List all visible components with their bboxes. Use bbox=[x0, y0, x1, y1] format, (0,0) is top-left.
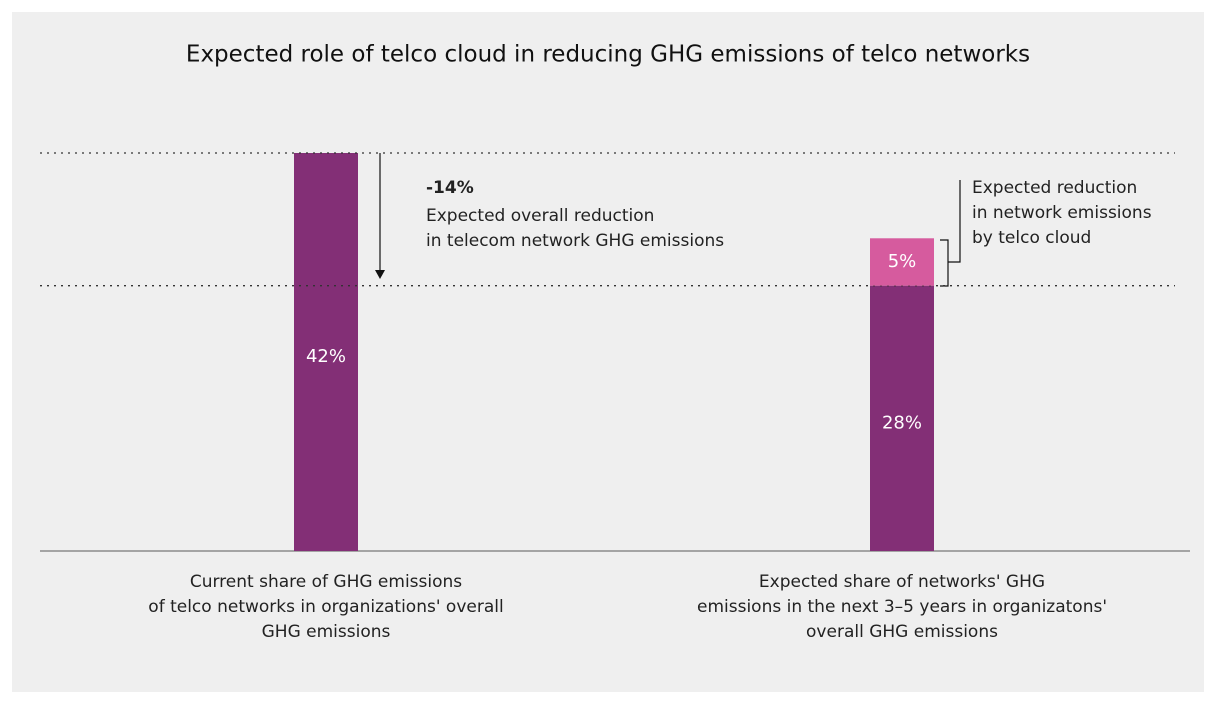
x-tick-label: Current share of GHG emissions of telco … bbox=[148, 572, 504, 642]
annotation-label: -14% bbox=[426, 178, 474, 198]
x-tick-label: Expected share of networks' GHG emission… bbox=[696, 572, 1108, 642]
annotation: Expected reduction in network emissions … bbox=[972, 178, 1152, 248]
panel bbox=[12, 12, 1204, 692]
value-label: 5% bbox=[888, 251, 917, 272]
chart-title: Expected role of telco cloud in reducing… bbox=[186, 42, 1030, 68]
annotation: Expected overall reduction in telecom ne… bbox=[426, 206, 725, 251]
value-label: 28% bbox=[882, 412, 922, 433]
bar bbox=[870, 238, 934, 286]
value-label: 42% bbox=[306, 346, 346, 367]
bar bbox=[294, 153, 358, 551]
arrow-head bbox=[375, 270, 385, 279]
bar bbox=[870, 285, 934, 551]
